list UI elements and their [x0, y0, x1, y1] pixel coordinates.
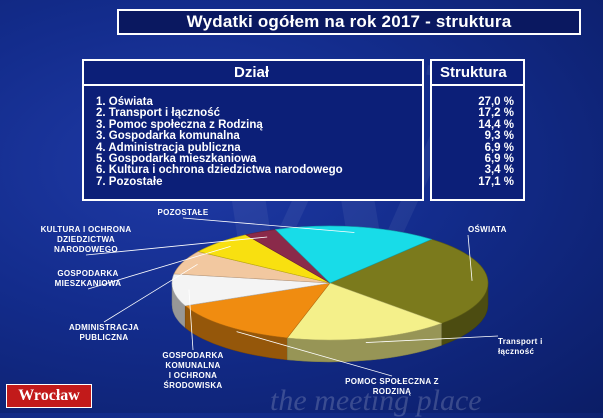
- logo-text: Wrocław: [18, 387, 80, 404]
- pie-slice: [171, 273, 331, 307]
- table-header-structure: Struktura: [440, 64, 507, 81]
- slice-label: PUBLICZNA: [80, 333, 129, 342]
- table-row-name: 6. Kultura i ochrona dziedzictwa narodow…: [96, 164, 343, 177]
- slice-label: ŚRODOWISKA: [164, 381, 223, 390]
- leader-line: [188, 289, 194, 351]
- slice-label: GOSPODARKA: [57, 269, 118, 278]
- slice-label: KOMUNALNA: [165, 361, 220, 370]
- title-box: Wydatki ogółem na rok 2017 - struktura: [117, 9, 581, 35]
- pie-slice: [329, 239, 489, 324]
- slice-label: Transport i: [498, 337, 543, 346]
- table-row-value: 17,2 %: [478, 107, 514, 120]
- slice-label: KULTURA I OCHRONA: [41, 225, 132, 234]
- slice-label: NARODOWEGO: [54, 245, 118, 254]
- slogan-watermark: the meeting place: [270, 384, 482, 417]
- wroclaw-logo: Wrocław: [6, 384, 92, 408]
- header-divider: [432, 84, 523, 86]
- slice-label: łączność: [498, 347, 534, 356]
- table-row-value: 6,9 %: [484, 153, 514, 165]
- table-row-name: 7. Pozostałe: [96, 175, 163, 188]
- slice-label: ADMINISTRACJA: [69, 323, 139, 332]
- table-row-value: 6,9 %: [484, 141, 514, 154]
- table-col-department: Dział 1. Oświata 2. Transport i łączność 3…: [82, 59, 424, 201]
- table-row-name: 3. Pomoc społeczna z Rodziną: [96, 118, 263, 131]
- leader-line: [467, 234, 473, 281]
- slice-label: I OCHRONA: [169, 371, 217, 380]
- table-row-name: 1. Oświata: [96, 96, 153, 108]
- table-row-name: 5. Gospodarka mieszkaniowa: [96, 153, 257, 165]
- slice-label: MIESZKANIOWA: [55, 279, 122, 288]
- table-header-department: Dział: [234, 64, 270, 81]
- table-row-name: 2. Transport i łączność: [96, 107, 220, 120]
- leader-line: [182, 217, 355, 233]
- leader-line: [236, 331, 393, 377]
- slice-label: RODZINĄ: [373, 387, 412, 396]
- leader-line: [87, 245, 231, 290]
- slice-label: OŚWIATA: [468, 225, 507, 234]
- header-divider: [84, 84, 422, 86]
- pie-slice: [184, 282, 331, 339]
- slice-label: POMOC SPOŁECZNA Z: [345, 377, 439, 386]
- leader-line: [365, 335, 499, 343]
- slice-label: POZOSTAŁE: [158, 208, 209, 217]
- slice-label: GOSPODARKA: [162, 351, 223, 360]
- table-row-value: 3,4 %: [484, 164, 514, 177]
- leader-line: [103, 263, 198, 323]
- pie-slice: [286, 282, 443, 341]
- table-row-name: 4. Administracja publiczna: [96, 141, 241, 154]
- slice-label: DZIEDZICTWA: [57, 235, 115, 244]
- pie-slice: [274, 225, 433, 284]
- table-row-value: 14,4 %: [478, 118, 514, 131]
- table-row-value: 17,1 %: [478, 175, 514, 188]
- table-row-value: 9,3 %: [484, 130, 514, 143]
- table-row-value: 27,0 %: [478, 96, 514, 108]
- leader-line: [85, 236, 268, 256]
- page-title: Wydatki ogółem na rok 2017 - struktura: [186, 12, 512, 31]
- table-col-structure: Struktura 27,0 % 17,2 % 14,4 % 9,3 % 6,9 % 6,…: [430, 59, 525, 201]
- table-row-name: 3. Gospodarka komunalna: [96, 130, 240, 143]
- structure-table: Dział 1. Oświata 2. Transport i łączność 3…: [82, 59, 525, 201]
